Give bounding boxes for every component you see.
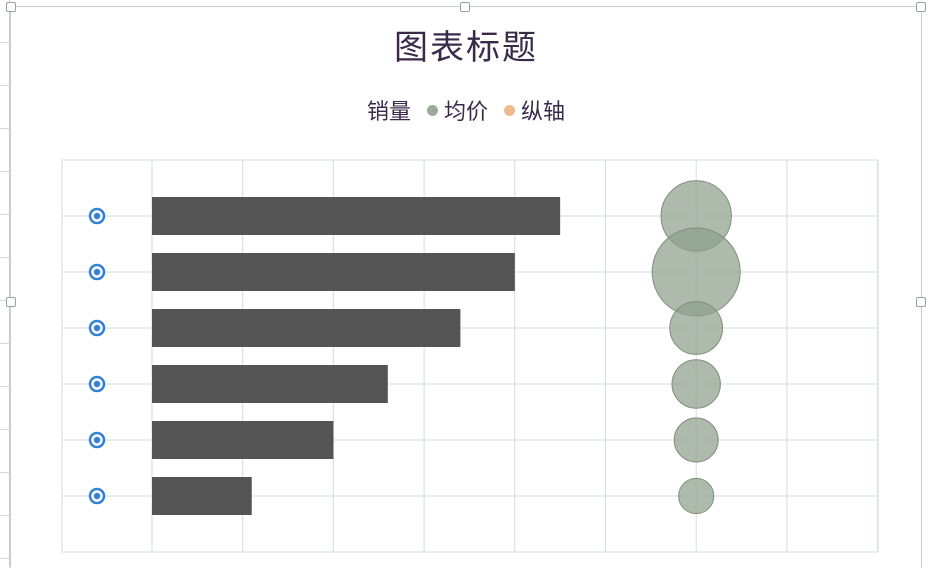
legend-label-avg-price: 均价 bbox=[443, 100, 488, 125]
data-label-marker-dot-icon bbox=[93, 268, 101, 276]
worksheet-ruler bbox=[0, 0, 10, 567]
resize-handle-top-right[interactable] bbox=[916, 2, 926, 12]
legend-label-vertical-axis: 纵轴 bbox=[521, 100, 566, 125]
legend-marker-vertical-axis bbox=[504, 104, 515, 116]
bubble-avg-price[interactable] bbox=[678, 477, 715, 515]
bubble-avg-price[interactable] bbox=[673, 417, 719, 463]
bar-sales[interactable] bbox=[152, 477, 252, 515]
data-label-marker-dot-icon bbox=[93, 436, 101, 444]
bubble-avg-price[interactable] bbox=[669, 301, 724, 355]
bar-sales[interactable] bbox=[152, 309, 461, 347]
resize-handle-top-left[interactable] bbox=[6, 2, 16, 12]
legend-marker-avg-price bbox=[426, 104, 438, 116]
legend-item-sales[interactable]: 销量 bbox=[367, 94, 411, 126]
data-label-marker-dot-icon bbox=[93, 324, 101, 332]
bar-sales[interactable] bbox=[152, 253, 515, 291]
chart-title[interactable]: 图表标题 bbox=[394, 28, 538, 68]
resize-handle-right[interactable] bbox=[916, 297, 926, 307]
bar-sales[interactable] bbox=[152, 197, 561, 235]
legend-item-avg-price[interactable]: 均价 bbox=[426, 94, 488, 126]
data-label-marker-dot-icon bbox=[93, 492, 101, 500]
chart-legend[interactable]: 销量 均价 纵轴 bbox=[0, 94, 932, 126]
legend-label-sales: 销量 bbox=[366, 100, 411, 125]
data-label-marker-dot-icon bbox=[93, 380, 101, 388]
bar-sales[interactable] bbox=[152, 365, 388, 403]
data-label-marker-dot-icon bbox=[93, 212, 101, 220]
resize-handle-left[interactable] bbox=[6, 297, 16, 307]
bar-sales[interactable] bbox=[152, 421, 334, 459]
bubble-avg-price[interactable] bbox=[671, 359, 721, 409]
legend-item-vertical-axis[interactable]: 纵轴 bbox=[504, 94, 565, 126]
resize-handle-top[interactable] bbox=[460, 2, 470, 12]
